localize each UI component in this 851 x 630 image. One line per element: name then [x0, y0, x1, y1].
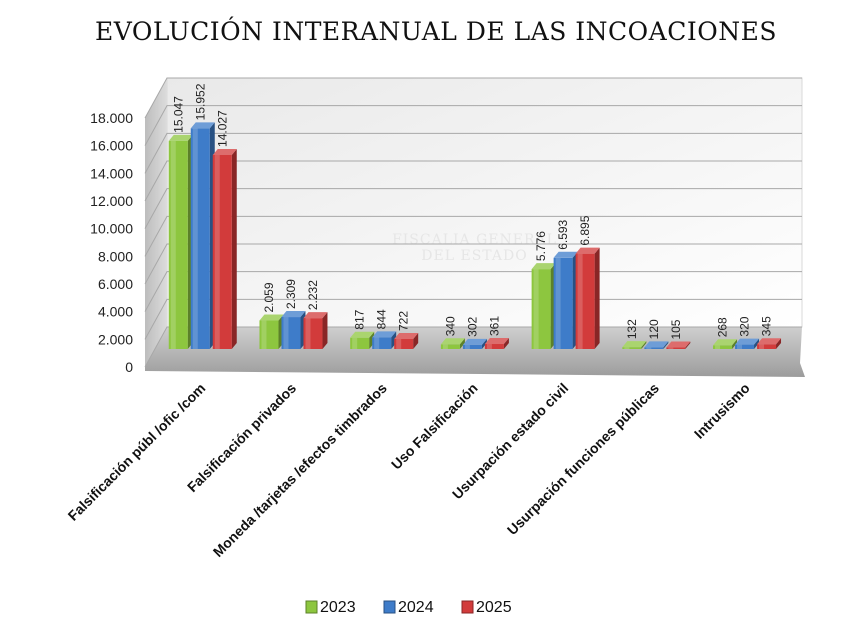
bar	[757, 338, 782, 349]
data-label: 2.309	[284, 279, 298, 309]
y-tick-label: 6.000	[98, 276, 133, 292]
data-label: 817	[353, 309, 367, 329]
bar	[303, 312, 328, 349]
legend-item: 2025	[461, 599, 512, 616]
bar	[259, 314, 284, 349]
legend-swatch	[383, 600, 396, 614]
bar	[553, 251, 578, 349]
watermark-line-1: FISCALIA GENERAL	[392, 232, 557, 248]
gridline	[144, 160, 802, 202]
y-tick-label: 0	[125, 359, 133, 375]
x-axis: Falsificación públ /ofic /comFalsificaci…	[65, 380, 753, 560]
data-label: 132	[625, 319, 639, 339]
legend-label: 2024	[398, 599, 434, 616]
bar	[735, 338, 760, 349]
x-tick-label: Moneda /tarjetas /efectos timbrados	[210, 380, 390, 560]
data-label: 6.895	[578, 215, 592, 245]
gridline	[144, 188, 802, 229]
data-label: 2.059	[262, 282, 276, 312]
chart-title: EVOLUCIÓN INTERANUAL DE LAS INCOACIONES	[95, 17, 777, 46]
gridline	[144, 215, 802, 257]
x-tick-label: Intrusismo	[691, 380, 753, 442]
data-label: 722	[397, 311, 411, 331]
data-label: 302	[465, 316, 479, 336]
watermark-line-2: DEL ESTADO	[421, 248, 527, 264]
data-label: 120	[647, 319, 661, 339]
data-label: 268	[716, 317, 730, 337]
data-label: 2.232	[306, 280, 320, 310]
y-tick-label: 16.000	[90, 138, 133, 154]
x-tick-label: Falsificación públ /ofic /com	[65, 380, 209, 524]
data-label: 340	[443, 316, 457, 336]
data-label: 320	[738, 316, 752, 336]
bar	[484, 338, 509, 349]
bar	[622, 341, 647, 349]
bar	[212, 148, 237, 349]
x-tick-label: Uso Falsificación	[388, 380, 481, 473]
bar	[666, 341, 691, 349]
legend-swatch	[305, 600, 318, 614]
data-label: 6.593	[556, 219, 570, 249]
y-tick-label: 12.000	[90, 193, 133, 209]
bar	[168, 134, 193, 349]
data-label: 345	[760, 316, 774, 336]
y-tick-label: 2.000	[98, 331, 133, 347]
data-label: 14.027	[215, 110, 229, 147]
bar	[394, 333, 419, 349]
legend-item: 2023	[305, 599, 356, 616]
side-wall-plane	[145, 78, 167, 367]
bars	[168, 122, 782, 350]
bar	[190, 122, 215, 350]
data-label: 361	[487, 316, 501, 336]
legend: 2023 2024 2025	[305, 599, 512, 616]
gridline	[144, 243, 802, 285]
bar	[462, 338, 487, 349]
bar	[644, 341, 669, 349]
data-label: 5.776	[534, 231, 548, 261]
legend-item: 2024	[383, 599, 434, 616]
gridline	[144, 132, 802, 174]
data-label: 15.047	[171, 96, 185, 133]
y-tick-label: 14.000	[90, 165, 133, 181]
legend-label: 2025	[476, 599, 512, 616]
bar	[440, 338, 465, 349]
data-label: 15.952	[193, 83, 207, 120]
gridline	[144, 105, 802, 146]
legend-label: 2023	[320, 599, 356, 616]
bar	[372, 331, 397, 349]
y-tick-label: 8.000	[98, 248, 133, 264]
y-tick-label: 18.000	[90, 110, 133, 126]
gridline	[144, 77, 802, 119]
y-tick-label: 4.000	[98, 304, 133, 320]
bar	[281, 311, 306, 349]
y-tick-label: 10.000	[90, 221, 133, 237]
back-wall	[145, 77, 805, 377]
bar	[531, 263, 556, 349]
data-label: 844	[375, 309, 389, 329]
bar	[350, 331, 375, 349]
legend-swatch	[461, 600, 474, 614]
data-label: 105	[669, 319, 683, 339]
x-tick-label: Usurpación funciones públicas	[504, 380, 662, 538]
bar	[575, 247, 600, 349]
y-axis: 0 2.000 4.000 6.000 8.000 10.000 12.000 14.000 1…	[90, 110, 133, 375]
data-labels: 15.047 15.952 14.027 2.059 2.309 2.232 817 844 7…	[171, 83, 773, 339]
bar	[713, 339, 738, 349]
